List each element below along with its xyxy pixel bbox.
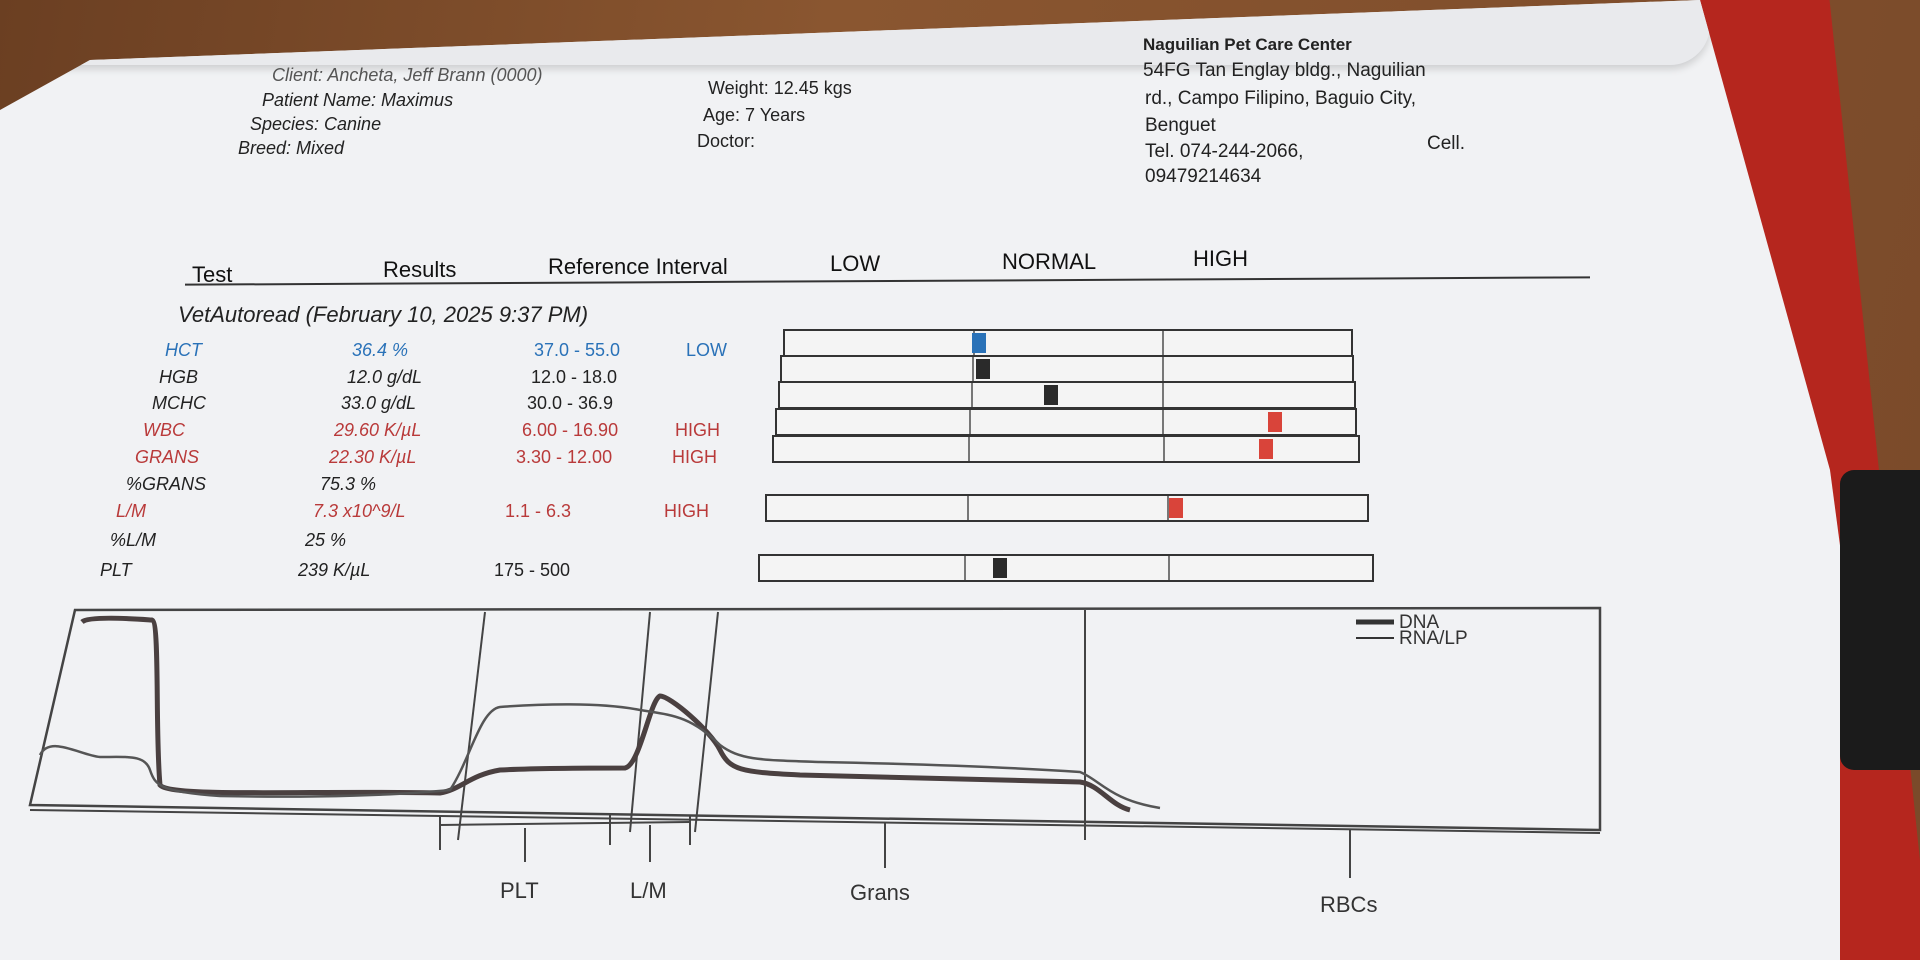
range-divider	[969, 410, 972, 434]
test-name: HCT	[165, 340, 202, 360]
zone-label-grans: Grans	[850, 880, 910, 905]
test-name: MCHC	[152, 393, 206, 413]
doctor-label: Doctor:	[697, 131, 756, 151]
range-bar-hct	[783, 329, 1353, 357]
column-results: Results	[383, 257, 457, 282]
histogram-legend: DNA RNA/LP	[1356, 612, 1468, 649]
patient-breed: Breed: Mixed	[238, 138, 345, 158]
histogram-range-bracket	[439, 815, 1351, 878]
flag-badge: HIGH	[672, 447, 717, 467]
test-name: PLT	[100, 560, 132, 580]
legend-dna: DNA	[1399, 612, 1439, 633]
patient-weight: Weight: 12.45 kgs	[708, 78, 852, 98]
range-divider	[1161, 410, 1164, 434]
flag-badge: HIGH	[664, 501, 709, 521]
session-title: VetAutoread (February 10, 2025 9:37 PM)	[178, 302, 589, 327]
reference-interval: 37.0 - 55.0	[534, 340, 621, 360]
patient-age: Age: 7 Years	[703, 105, 806, 125]
test-name: GRANS	[135, 447, 200, 467]
range-bar-mchc	[778, 381, 1356, 409]
test-result: 12.0 g/dL	[347, 367, 423, 387]
range-bar-wbc	[775, 408, 1357, 436]
range-marker	[1268, 412, 1283, 432]
clinic-name: Naguilian Pet Care Center	[1143, 35, 1352, 54]
range-marker	[1169, 498, 1183, 518]
range-divider	[971, 383, 974, 407]
zone-label-plt: PLT	[500, 878, 539, 903]
zone-label-rbcs: RBCs	[1320, 892, 1377, 917]
clinic-address-line2: rd., Campo Filipino, Baguio City,	[1145, 88, 1417, 109]
test-result: 7.3 x10^9/L	[313, 501, 406, 521]
test-result: 36.4 %	[352, 340, 409, 360]
clinic-cell-label: Cell.	[1427, 133, 1466, 154]
range-marker	[1258, 439, 1273, 459]
histogram-rna-curve	[38, 703, 1161, 810]
test-result: 33.0 g/dL	[341, 393, 417, 413]
range-divider	[1167, 556, 1170, 580]
range-divider	[963, 556, 966, 580]
range-divider	[1161, 331, 1164, 355]
test-result: 22.30 K/µL	[329, 447, 417, 467]
range-bar-grans	[772, 435, 1360, 463]
range-divider	[1162, 437, 1165, 461]
test-name: HGB	[159, 367, 199, 387]
range-bar-hgb	[780, 355, 1354, 383]
column-reference-interval: Reference Interval	[548, 254, 728, 279]
clinic-address-line1: 54FG Tan Englay bldg., Naguilian	[1143, 60, 1426, 81]
column-normal: NORMAL	[1002, 249, 1097, 274]
test-name: WBC	[143, 420, 185, 440]
test-result: 239 K/µL	[298, 560, 371, 580]
flag-badge: LOW	[686, 340, 728, 360]
column-low: LOW	[830, 251, 881, 276]
range-divider	[1161, 357, 1164, 381]
patient-name: Patient Name: Maximus	[262, 90, 454, 110]
test-name: %L/M	[110, 530, 157, 550]
test-result: 25 %	[305, 530, 347, 550]
range-marker	[975, 359, 990, 379]
reference-interval: 12.0 - 18.0	[531, 367, 618, 387]
reference-interval: 1.1 - 6.3	[505, 501, 572, 521]
test-result: 75.3 %	[320, 474, 377, 494]
device-edge	[1840, 470, 1920, 770]
histogram-dna-curve	[80, 615, 1131, 813]
test-result: 29.60 K/µL	[334, 420, 422, 440]
range-divider	[971, 357, 974, 381]
histogram-frame	[28, 606, 1602, 834]
column-high: HIGH	[1193, 246, 1248, 271]
range-divider	[1166, 496, 1169, 520]
clinic-address-line3: Benguet	[1145, 115, 1216, 136]
patient-species: Species: Canine	[250, 114, 382, 134]
flag-badge: HIGH	[675, 420, 720, 440]
range-divider	[1162, 383, 1165, 407]
reference-interval: 3.30 - 12.00	[516, 447, 613, 467]
range-marker	[992, 558, 1007, 578]
zone-label-lm: L/M	[630, 878, 667, 903]
reference-interval: 30.0 - 36.9	[527, 393, 614, 413]
legend-rna-lp: RNA/LP	[1399, 628, 1468, 649]
reference-interval: 6.00 - 16.90	[522, 420, 619, 440]
reference-interval: 175 - 500	[494, 560, 571, 580]
clinic-telephone: Tel. 074-244-2066,	[1145, 141, 1304, 162]
range-bar-plt	[758, 554, 1374, 582]
range-marker	[1044, 385, 1059, 405]
range-divider	[966, 496, 969, 520]
test-name: %GRANS	[126, 474, 207, 494]
histogram-chart: DNA RNA/LP PLT L/M Grans RBCs	[28, 606, 1602, 917]
range-bar-l-m	[765, 494, 1369, 522]
range-marker	[971, 333, 986, 353]
range-divider	[968, 437, 971, 461]
lab-report-sheet: Client: Ancheta, Jeff Brann (0000) Patie…	[0, 0, 1840, 960]
test-name: L/M	[116, 501, 147, 521]
client-name: Client: Ancheta, Jeff Brann (0000)	[272, 65, 543, 85]
clinic-cell-number: 09479214634	[1145, 166, 1262, 187]
histogram-dividers	[457, 610, 1086, 841]
